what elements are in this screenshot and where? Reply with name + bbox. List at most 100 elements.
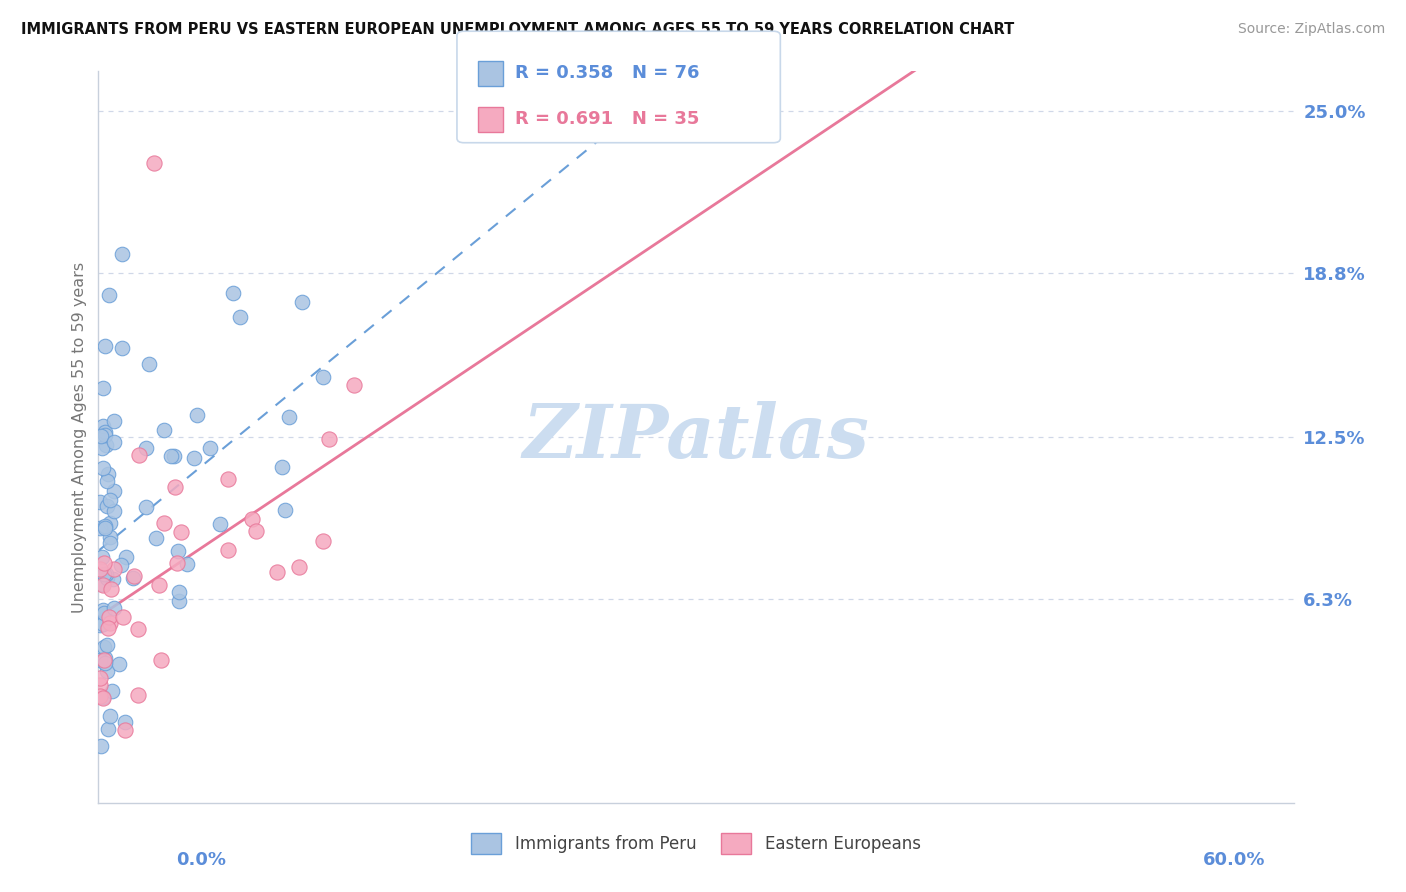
Point xyxy=(167,585,190,599)
Point xyxy=(93,640,115,654)
Point xyxy=(98,536,121,550)
Point xyxy=(90,739,112,754)
Point xyxy=(96,571,118,585)
Point xyxy=(96,638,118,652)
Point xyxy=(124,569,146,583)
Text: R = 0.691   N = 35: R = 0.691 N = 35 xyxy=(515,111,699,128)
Point xyxy=(153,516,176,530)
Point xyxy=(111,341,134,355)
Point xyxy=(98,616,121,631)
Point xyxy=(90,441,112,455)
Point xyxy=(89,520,111,534)
Point xyxy=(89,689,111,703)
Point xyxy=(170,524,193,539)
Point xyxy=(291,294,314,309)
Point xyxy=(101,683,124,698)
Point xyxy=(98,288,121,302)
Point xyxy=(97,722,120,736)
Point xyxy=(96,500,118,514)
Point xyxy=(287,560,309,574)
Point xyxy=(271,460,294,475)
Point xyxy=(209,516,232,531)
Point xyxy=(217,472,239,486)
Point xyxy=(94,657,117,671)
Point xyxy=(274,502,297,516)
Point xyxy=(94,428,117,442)
Point xyxy=(91,419,114,434)
Point xyxy=(103,414,125,428)
Point xyxy=(176,558,198,572)
Point xyxy=(91,691,114,706)
Point xyxy=(93,381,115,395)
Point xyxy=(148,577,170,591)
Text: R = 0.358   N = 76: R = 0.358 N = 76 xyxy=(515,64,699,82)
Point xyxy=(127,688,149,702)
Point xyxy=(103,600,125,615)
Point xyxy=(127,623,149,637)
Point xyxy=(98,610,121,624)
Point xyxy=(97,621,120,635)
Point xyxy=(89,495,111,509)
Point xyxy=(150,653,173,667)
Point xyxy=(266,565,288,579)
Point xyxy=(96,567,118,582)
Point xyxy=(163,449,186,463)
Point xyxy=(143,155,166,169)
Point xyxy=(240,511,263,525)
Point xyxy=(114,549,136,564)
Point xyxy=(94,521,117,535)
Point xyxy=(94,519,117,533)
Point xyxy=(160,449,183,463)
Legend: Immigrants from Peru, Eastern Europeans: Immigrants from Peru, Eastern Europeans xyxy=(464,827,928,860)
Text: 0.0%: 0.0% xyxy=(176,851,226,869)
Point xyxy=(90,429,112,443)
Point xyxy=(90,576,112,591)
Point xyxy=(89,618,111,632)
Point xyxy=(98,531,121,545)
Text: Source: ZipAtlas.com: Source: ZipAtlas.com xyxy=(1237,22,1385,37)
Point xyxy=(108,657,131,672)
Point xyxy=(111,609,134,624)
Point xyxy=(163,480,186,494)
Point xyxy=(169,594,191,608)
Point xyxy=(91,577,114,591)
Point xyxy=(311,370,333,384)
Point xyxy=(93,461,115,475)
Point xyxy=(94,339,117,353)
Point xyxy=(94,651,117,665)
Point xyxy=(138,357,160,371)
Text: ZIPatlas: ZIPatlas xyxy=(523,401,869,474)
Point xyxy=(89,678,111,692)
Point xyxy=(135,441,157,455)
Point xyxy=(228,310,250,324)
Point xyxy=(111,247,134,261)
Point xyxy=(96,475,118,489)
Point xyxy=(166,556,188,570)
Point xyxy=(128,448,150,462)
Point xyxy=(93,653,115,667)
Point xyxy=(93,606,115,620)
Point xyxy=(97,467,120,482)
Point xyxy=(343,377,366,392)
Point xyxy=(89,671,111,685)
Point xyxy=(122,572,145,586)
Point xyxy=(145,531,167,545)
Point xyxy=(114,723,136,738)
Point xyxy=(245,524,267,539)
Point xyxy=(103,562,125,576)
Point xyxy=(114,715,136,730)
Point xyxy=(93,556,115,570)
Point xyxy=(167,544,190,558)
Point xyxy=(98,516,121,531)
Point xyxy=(318,432,340,446)
Point xyxy=(186,408,208,422)
Text: 60.0%: 60.0% xyxy=(1204,851,1265,869)
Point xyxy=(278,409,301,424)
Point xyxy=(311,534,333,549)
Point xyxy=(103,483,125,498)
Point xyxy=(101,572,124,586)
Point xyxy=(222,286,245,301)
Point xyxy=(100,582,122,596)
Point xyxy=(135,500,157,514)
Point xyxy=(89,653,111,667)
